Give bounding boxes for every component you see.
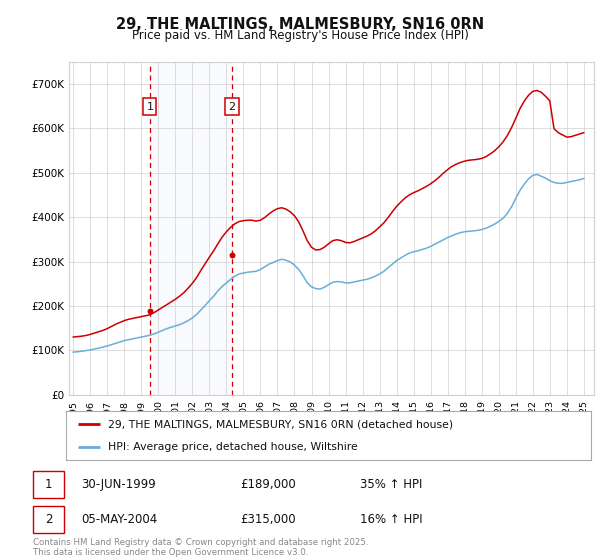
Text: HPI: Average price, detached house, Wiltshire: HPI: Average price, detached house, Wilt… <box>108 442 358 452</box>
Text: £315,000: £315,000 <box>240 513 296 526</box>
Point <box>145 306 155 315</box>
Text: 30-JUN-1999: 30-JUN-1999 <box>81 478 156 491</box>
Text: 2: 2 <box>45 513 52 526</box>
FancyBboxPatch shape <box>33 506 64 533</box>
Text: 35% ↑ HPI: 35% ↑ HPI <box>360 478 422 491</box>
Text: 1: 1 <box>45 478 52 491</box>
Text: £189,000: £189,000 <box>240 478 296 491</box>
Bar <box>150 62 232 395</box>
Text: Contains HM Land Registry data © Crown copyright and database right 2025.
This d: Contains HM Land Registry data © Crown c… <box>33 538 368 557</box>
Text: 29, THE MALTINGS, MALMESBURY, SN16 0RN (detached house): 29, THE MALTINGS, MALMESBURY, SN16 0RN (… <box>108 419 453 430</box>
Text: 2: 2 <box>229 101 236 111</box>
Point <box>227 250 237 259</box>
Text: 16% ↑ HPI: 16% ↑ HPI <box>360 513 422 526</box>
Text: 1: 1 <box>146 101 154 111</box>
Text: 29, THE MALTINGS, MALMESBURY, SN16 0RN: 29, THE MALTINGS, MALMESBURY, SN16 0RN <box>116 17 484 32</box>
Text: Price paid vs. HM Land Registry's House Price Index (HPI): Price paid vs. HM Land Registry's House … <box>131 29 469 42</box>
FancyBboxPatch shape <box>33 471 64 498</box>
Text: 05-MAY-2004: 05-MAY-2004 <box>81 513 157 526</box>
